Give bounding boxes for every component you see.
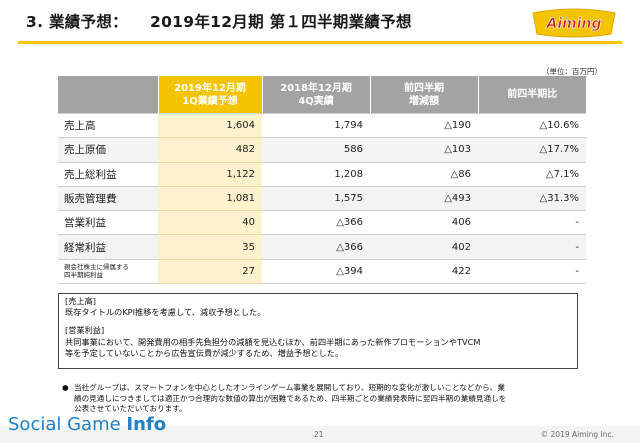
title-underline xyxy=(18,41,622,44)
cell-actual: △394 xyxy=(262,259,370,285)
table-row: 販売管理費 1,081 1,575 △493 △31.3% xyxy=(58,186,586,212)
table-row: 親会社株主に帰属する 四半期純利益 27 △394 422 - xyxy=(58,259,586,285)
note-text-operating-profit-2: 等を予定していないことから広告宣伝費が減少するため、増益予想とした。 xyxy=(65,347,344,358)
kpi-table: 2019年12月期 1Q業績予想 2018年12月期 4Q実績 前四半期 増減額 前四… xyxy=(58,76,586,285)
cell-actual: △366 xyxy=(262,234,370,260)
col-header-ratio: 前四半期比 xyxy=(477,76,586,114)
cell-actual: 1,794 xyxy=(262,112,370,139)
slide-subtitle: 2019年12月期 第１四半期業績予想 xyxy=(149,13,412,31)
row-label: 売上原価 xyxy=(58,137,158,163)
page-number: 21 xyxy=(314,430,324,439)
cell-forecast: 27 xyxy=(158,259,262,285)
footer-bar xyxy=(0,426,640,443)
cell-forecast: 35 xyxy=(158,234,262,260)
cell-ratio: △10.6% xyxy=(478,112,586,139)
commentary-box: [売上高] 既存タイトルのKPI推移を考慮して、減収予想とした。 [営業利益] … xyxy=(58,293,578,369)
page-title: 3. 業績予想： 2019年12月期 第１四半期業績予想 xyxy=(26,10,412,32)
cell-ratio: - xyxy=(478,210,586,236)
table-header-row: 2019年12月期 1Q業績予想 2018年12月期 4Q実績 前四半期 増減額 前四… xyxy=(58,76,586,114)
cell-actual: 586 xyxy=(262,137,370,163)
row-label: 売上高 xyxy=(58,112,158,139)
note-text-operating-profit: 共同事業において、開発費用の相手先負担分の減額を見込むほか、前四半期にあった新作… xyxy=(65,336,481,347)
cell-ratio: △17.7% xyxy=(478,137,586,163)
col-header-forecast: 2019年12月期 1Q業績予想 xyxy=(157,76,262,114)
svg-text:Aiming: Aiming xyxy=(545,16,601,32)
header-blank xyxy=(58,76,158,114)
section-title: 3. 業績予想： xyxy=(26,13,128,31)
row-label: 営業利益 xyxy=(58,210,158,236)
cell-forecast: 40 xyxy=(158,210,262,236)
cell-forecast: 1,081 xyxy=(158,186,262,212)
cell-diff: 402 xyxy=(370,234,478,260)
cell-actual: 1,208 xyxy=(262,162,370,187)
cell-forecast: 1,122 xyxy=(158,162,262,187)
cell-ratio: - xyxy=(478,259,586,285)
cell-actual: 1,575 xyxy=(262,186,370,212)
cell-diff: 406 xyxy=(370,210,478,236)
aiming-logo: Aiming xyxy=(532,8,616,38)
note-heading-sales: [売上高] xyxy=(65,296,96,306)
table-row: 営業利益 40 △366 406 - xyxy=(58,210,586,236)
watermark: Social Game Info xyxy=(8,414,167,435)
disclaimer-text: 当社グループは、スマートフォンを中心としたオンラインゲーム事業を展開しており、短… xyxy=(74,383,507,414)
table-row: 売上高 1,604 1,794 △190 △10.6% xyxy=(58,112,586,139)
cell-diff: △493 xyxy=(370,186,478,212)
row-label: 経常利益 xyxy=(58,234,158,260)
table-row: 売上原価 482 586 △103 △17.7% xyxy=(58,137,586,163)
col-header-diff: 前四半期 増減額 xyxy=(369,76,478,114)
bullet-icon: ● xyxy=(62,383,69,392)
cell-diff: △86 xyxy=(370,162,478,187)
note-heading-operating-profit: [営業利益] xyxy=(65,325,105,336)
table-row: 売上総利益 1,122 1,208 △86 △7.1% xyxy=(58,162,586,187)
cell-ratio: - xyxy=(478,234,586,260)
copyright: © 2019 Aiming Inc. xyxy=(540,430,614,439)
cell-diff: △190 xyxy=(370,112,478,139)
row-label: 販売管理費 xyxy=(58,186,158,212)
row-label: 親会社株主に帰属する 四半期純利益 xyxy=(58,259,158,285)
row-label: 売上総利益 xyxy=(58,162,158,187)
cell-diff: 422 xyxy=(370,259,478,285)
table-row: 経常利益 35 △366 402 - xyxy=(58,234,586,260)
cell-diff: △103 xyxy=(370,137,478,163)
cell-forecast: 482 xyxy=(158,137,262,163)
cell-ratio: △7.1% xyxy=(478,162,586,187)
cell-forecast: 1,604 xyxy=(158,112,262,139)
disclaimer: ● 当社グループは、スマートフォンを中心としたオンラインゲーム事業を展開しており… xyxy=(62,383,582,415)
cell-actual: △366 xyxy=(262,210,370,236)
cell-ratio: △31.3% xyxy=(478,186,586,212)
col-header-actual: 2018年12月期 4Q実績 xyxy=(261,76,370,114)
note-text-sales: 既存タイトルのKPI推移を考慮して、減収予想とした。 xyxy=(65,307,266,318)
unit-note: （単位：百万円） xyxy=(542,67,602,76)
